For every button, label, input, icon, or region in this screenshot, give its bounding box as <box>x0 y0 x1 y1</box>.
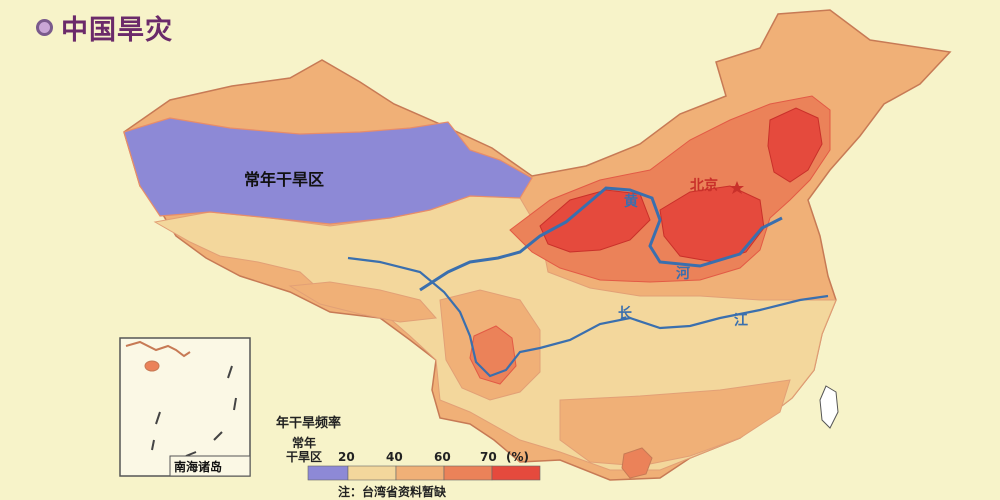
inset-label: 南海诸岛 <box>174 459 222 474</box>
yangtze-river <box>347 256 829 378</box>
inset-label-box <box>169 455 251 477</box>
inset-coast <box>125 340 191 358</box>
zone-over-70-northeast <box>767 107 823 183</box>
legend-swatch-60-70 <box>443 465 493 481</box>
page-title: 中国旱灾 <box>61 15 173 46</box>
legend-tick-20: 20 <box>338 450 355 464</box>
zone-over-70-west <box>539 189 651 253</box>
legend-swatch-40-60 <box>395 465 445 481</box>
legend-swatch-perennial <box>307 465 349 481</box>
legend-tick-70: 70 <box>480 450 497 464</box>
legend-swatch-20-40 <box>347 465 397 481</box>
zone-40-60-south <box>559 379 791 467</box>
yellow-river <box>419 186 783 292</box>
legend-swatch-over-70 <box>491 465 541 481</box>
inset-boundary-dashes <box>151 365 237 457</box>
taiwan-island <box>819 385 839 429</box>
hainan-island <box>621 447 653 479</box>
zone-40-60-mid <box>288 281 438 323</box>
zone-over-70-central <box>659 185 765 263</box>
yellow-river-label-1: 黄 <box>624 193 638 210</box>
title-block: 中国旱灾 <box>36 8 173 47</box>
legend-perennial-label: 常年 干旱区 <box>286 436 322 464</box>
yangtze-label-2: 江 <box>734 312 748 329</box>
zone-perennial-dry <box>123 117 533 225</box>
beijing-label: 北京 <box>690 177 718 194</box>
legend-tick-40: 40 <box>386 450 403 464</box>
yellow-river-label-2: 河 <box>676 265 690 282</box>
title-bullet-icon <box>36 19 53 36</box>
perennial-dry-label: 常年干旱区 <box>244 170 324 189</box>
legend-title: 年干旱频率 <box>276 416 342 431</box>
legend-perennial-line-1: 常年 <box>292 436 317 450</box>
inset-hainan <box>144 360 160 372</box>
legend-perennial-line-2: 干旱区 <box>286 450 323 464</box>
legend-unit: (%) <box>506 450 529 464</box>
footnote: 注：台湾省资料暂缺 <box>338 485 447 499</box>
inset-map-frame <box>119 337 251 477</box>
legend-tick-60: 60 <box>434 450 451 464</box>
beijing-star-icon <box>730 181 744 194</box>
yangtze-label-1: 长 <box>618 305 633 322</box>
